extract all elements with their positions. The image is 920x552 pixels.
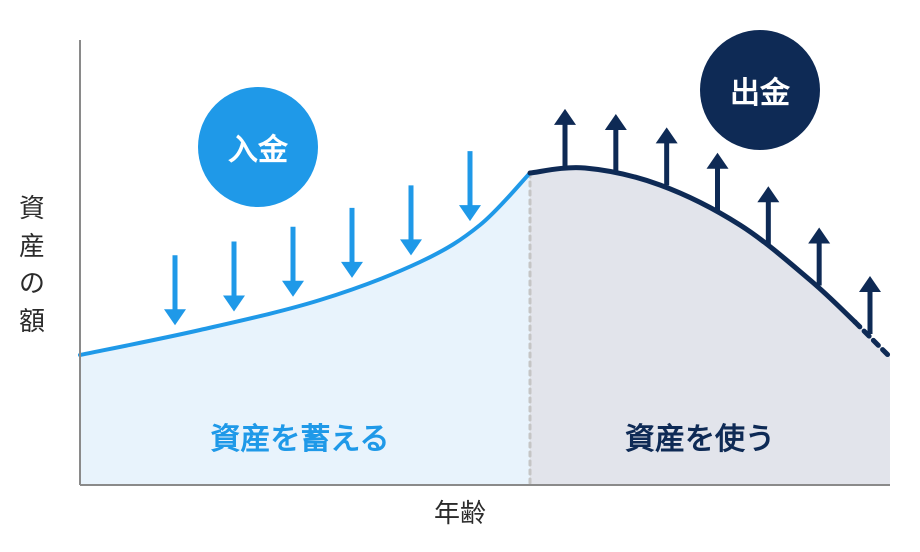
chart-container: 資産の額 年齢 入金 出金 資産を蓄える 資産を使う bbox=[0, 0, 920, 552]
accumulate-label: 資産を蓄える bbox=[150, 414, 450, 458]
y-axis-label: 資産の額 bbox=[18, 190, 46, 341]
withdraw-badge: 出金 bbox=[700, 30, 820, 150]
deposit-badge-text: 入金 bbox=[228, 125, 288, 169]
spend-label-text: 資産を使う bbox=[625, 423, 775, 456]
y-axis-label-text: 資産の額 bbox=[19, 193, 45, 336]
accumulate-label-text: 資産を蓄える bbox=[210, 423, 389, 456]
x-axis-label: 年齢 bbox=[0, 493, 920, 530]
spend-label: 資産を使う bbox=[550, 414, 850, 458]
x-axis-label-text: 年齢 bbox=[434, 498, 486, 528]
withdraw-badge-text: 出金 bbox=[730, 68, 790, 112]
deposit-badge: 入金 bbox=[198, 87, 318, 207]
